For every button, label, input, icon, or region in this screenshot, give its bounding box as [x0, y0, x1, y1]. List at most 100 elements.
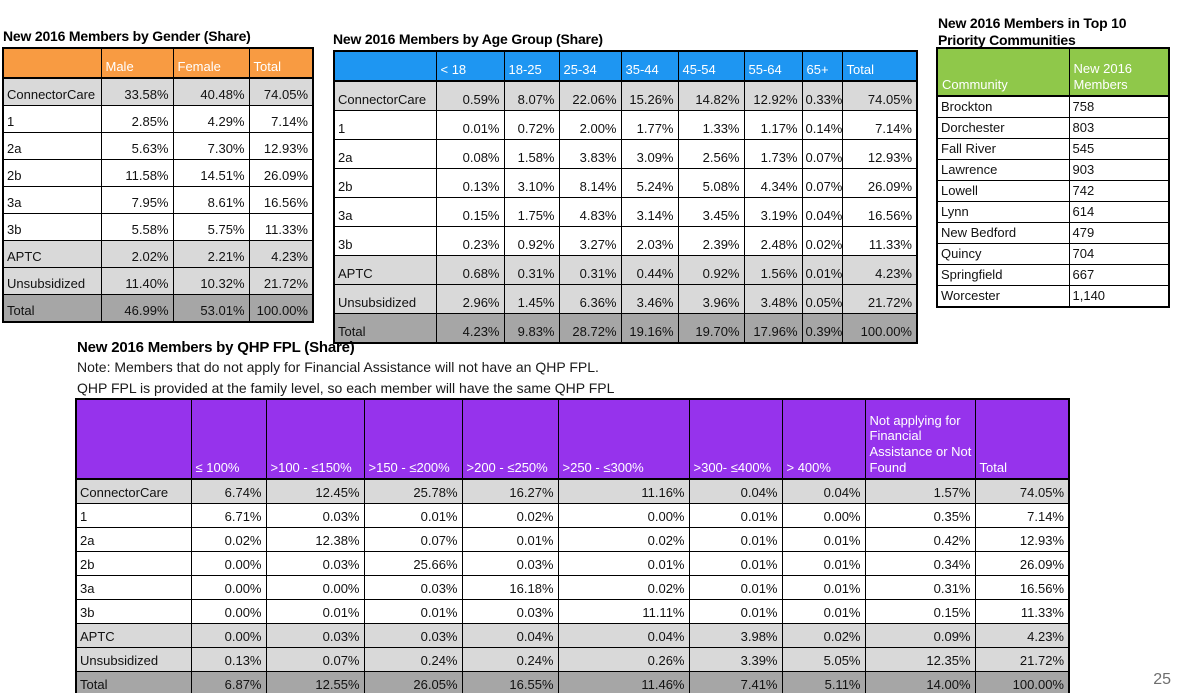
- value-cell: 0.07%: [801, 139, 843, 169]
- value-cell: 1.45%: [503, 284, 560, 314]
- value-cell: 4.29%: [172, 105, 250, 133]
- row-label: 3a: [75, 575, 192, 600]
- row-label: Total: [2, 294, 102, 323]
- value-cell: 7.14%: [974, 503, 1070, 528]
- value-cell: 74.05%: [974, 478, 1070, 504]
- value-cell: 19.70%: [677, 313, 745, 344]
- value-cell: 0.68%: [435, 255, 505, 285]
- value-cell: 0.00%: [557, 503, 690, 528]
- row-label: New Bedford: [936, 222, 1070, 244]
- value-cell: 12.92%: [743, 80, 803, 111]
- value-cell: 0.09%: [864, 623, 976, 648]
- value-cell: 14.82%: [677, 80, 745, 111]
- value-cell: 2.03%: [620, 226, 679, 256]
- value-cell: 2.48%: [743, 226, 803, 256]
- value-cell: 0.03%: [461, 599, 559, 624]
- row-label: Worcester: [936, 285, 1070, 308]
- value-cell: 0.01%: [363, 503, 463, 528]
- value-cell: 0.01%: [688, 551, 783, 576]
- value-cell: 16.56%: [841, 197, 918, 227]
- value-cell: 0.03%: [461, 551, 559, 576]
- column-header: Not applying for Financial Assistance or…: [864, 398, 976, 480]
- value-cell: 16.55%: [461, 671, 559, 693]
- value-cell: 0.72%: [503, 110, 560, 140]
- value-cell: 21.72%: [248, 267, 314, 295]
- value-cell: 7.30%: [172, 132, 250, 160]
- table-row: Lynn 614: [936, 201, 1170, 223]
- value-cell: 26.05%: [363, 671, 463, 693]
- header-row: ≤ 100% >100 - ≤150% >150 - ≤200% >200 - ≤25…: [75, 398, 1070, 480]
- row-label: Total: [75, 671, 192, 693]
- value-cell: 21.72%: [841, 284, 918, 314]
- row-label: 2a: [75, 527, 192, 552]
- row-label: 3b: [75, 599, 192, 624]
- row-label: Springfield: [936, 264, 1070, 286]
- value-cell: 0.35%: [864, 503, 976, 528]
- table-row: Lawrence 903: [936, 159, 1170, 181]
- fpl-table: ≤ 100% >100 - ≤150% >150 - ≤200% >200 - ≤25…: [75, 398, 1070, 693]
- value-cell: 40.48%: [172, 77, 250, 106]
- value-cell: 17.96%: [743, 313, 803, 344]
- value-cell: 0.13%: [435, 168, 505, 198]
- value-cell: 0.33%: [801, 80, 843, 111]
- table-row: APTC 0.68% 0.31% 0.31% 0.44% 0.92% 1.56% 0.01% 4…: [333, 255, 918, 285]
- value-cell: 26.09%: [974, 551, 1070, 576]
- table-row: 3a 0.00% 0.00% 0.03% 16.18% 0.02% 0.01% 0.01% 0.…: [75, 575, 1070, 600]
- value-cell: 25.78%: [363, 478, 463, 504]
- value-cell: 16.18%: [461, 575, 559, 600]
- value-cell: 903: [1068, 159, 1170, 181]
- value-cell: 100.00%: [841, 313, 918, 344]
- table-row: APTC 2.02% 2.21% 4.23%: [2, 240, 314, 268]
- table-row: Brockton 758: [936, 95, 1170, 118]
- age-table-title: New 2016 Members by Age Group (Share): [333, 31, 603, 47]
- table-row: Total 4.23% 9.83% 28.72% 19.16% 19.70% 17.96% 0…: [333, 313, 918, 344]
- value-cell: 5.58%: [100, 213, 174, 241]
- value-cell: 9.83%: [503, 313, 560, 344]
- value-cell: 3.19%: [743, 197, 803, 227]
- value-cell: 0.03%: [363, 623, 463, 648]
- row-label: 1: [333, 110, 437, 140]
- column-header: New 2016 Members: [1068, 47, 1170, 97]
- value-cell: 3.39%: [688, 647, 783, 672]
- row-label: Dorchester: [936, 117, 1070, 139]
- value-cell: 7.14%: [248, 105, 314, 133]
- value-cell: 33.58%: [100, 77, 174, 106]
- table-row: New Bedford 479: [936, 222, 1170, 244]
- value-cell: 25.66%: [363, 551, 463, 576]
- value-cell: 4.34%: [743, 168, 803, 198]
- value-cell: 1.75%: [503, 197, 560, 227]
- table-row: Unsubsidized 2.96% 1.45% 6.36% 3.46% 3.96% 3.4…: [333, 284, 918, 314]
- value-cell: 0.08%: [435, 139, 505, 169]
- column-header: >300- ≤400%: [688, 398, 783, 480]
- table-row: ConnectorCare 33.58% 40.48% 74.05%: [2, 77, 314, 106]
- table-row: 3a 7.95% 8.61% 16.56%: [2, 186, 314, 214]
- table-row: Quincy 704: [936, 243, 1170, 265]
- value-cell: 5.24%: [620, 168, 679, 198]
- value-cell: 0.24%: [461, 647, 559, 672]
- value-cell: 0.23%: [435, 226, 505, 256]
- column-header: 45-54: [677, 50, 745, 82]
- value-cell: 0.04%: [461, 623, 559, 648]
- value-cell: 0.00%: [190, 623, 267, 648]
- row-label: Total: [333, 313, 437, 344]
- value-cell: 74.05%: [248, 77, 314, 106]
- value-cell: 5.75%: [172, 213, 250, 241]
- table-row: Springfield 667: [936, 264, 1170, 286]
- value-cell: 0.02%: [557, 575, 690, 600]
- value-cell: 3.14%: [620, 197, 679, 227]
- table-row: 2b 0.00% 0.03% 25.66% 0.03% 0.01% 0.01% 0.01% 0.…: [75, 551, 1070, 576]
- value-cell: 6.71%: [190, 503, 267, 528]
- gender-table-title: New 2016 Members by Gender (Share): [3, 28, 251, 44]
- value-cell: 26.09%: [248, 159, 314, 187]
- row-label: Brockton: [936, 95, 1070, 118]
- value-cell: 1.57%: [864, 478, 976, 504]
- value-cell: 7.41%: [688, 671, 783, 693]
- row-label: 3b: [2, 213, 102, 241]
- value-cell: 12.38%: [265, 527, 365, 552]
- value-cell: 0.01%: [781, 551, 866, 576]
- value-cell: 4.23%: [841, 255, 918, 285]
- row-label: Unsubsidized: [2, 267, 102, 295]
- value-cell: 11.40%: [100, 267, 174, 295]
- value-cell: 0.04%: [781, 478, 866, 504]
- header-row: Male Female Total: [2, 47, 314, 79]
